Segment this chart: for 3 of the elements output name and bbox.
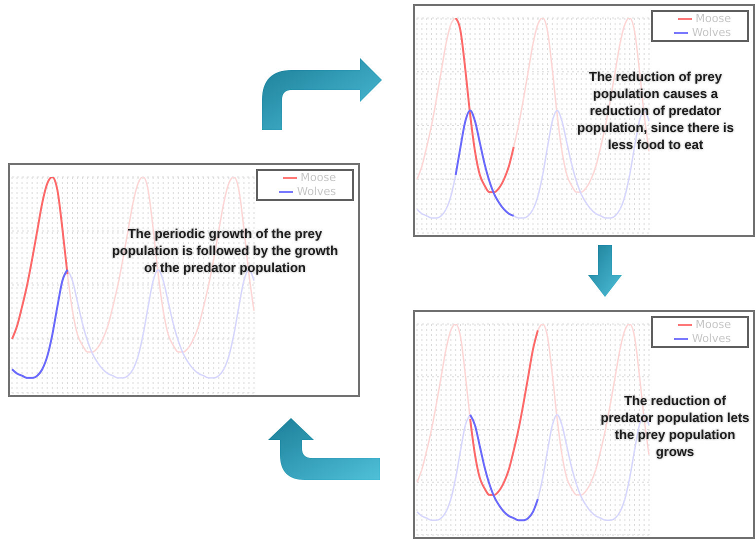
annotation: The reduction of predator population lets the prey population grows bbox=[600, 392, 750, 460]
annotation: The periodic growth of the prey population is followed by the growth of the predator population bbox=[110, 225, 340, 276]
annotation: The reduction of prey population causes a reduction of predator population, since there is less food to eat bbox=[576, 68, 735, 153]
